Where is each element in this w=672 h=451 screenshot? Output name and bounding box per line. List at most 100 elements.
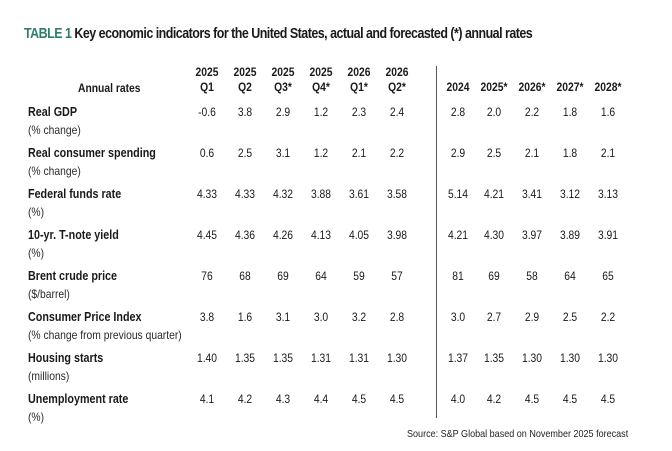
quarterly-value: 59: [353, 269, 365, 283]
annual-value: 4.5: [600, 392, 616, 406]
column-header-year: 2025: [271, 65, 295, 79]
row-label: Housing starts: [28, 351, 104, 365]
annual-value: 1.30: [521, 351, 543, 365]
row-unit: (millions): [28, 369, 70, 383]
row-unit: (%): [28, 205, 45, 219]
annual-value: 5.14: [447, 187, 469, 201]
quarterly-value: 4.05: [348, 228, 370, 242]
quarterly-value: 0.6: [199, 146, 215, 160]
annual-value: 2.2: [600, 310, 616, 324]
quarterly-value: 1.2: [313, 105, 329, 119]
row-unit: ($/barrel): [28, 287, 70, 301]
annual-value: 2.1: [524, 146, 540, 160]
table-title: TABLE 1 Key economic indicators for the …: [24, 26, 566, 42]
quarterly-value: 2.4: [389, 105, 405, 119]
row-unit: (% change): [28, 123, 81, 137]
quarterly-value: 2.2: [389, 146, 405, 160]
annual-value: 1.8: [562, 105, 578, 119]
annual-value: 4.30: [483, 228, 505, 242]
annual-value: 1.30: [559, 351, 581, 365]
quarterly-value: 4.5: [351, 392, 367, 406]
annual-value: 2.9: [524, 310, 540, 324]
quarterly-value: 3.98: [386, 228, 408, 242]
column-header-year: 2025: [309, 65, 333, 79]
annual-value: 2.5: [486, 146, 502, 160]
annual-value: 1.30: [597, 351, 619, 365]
table-number: TABLE 1: [24, 26, 72, 42]
column-header-year: 2026: [385, 65, 409, 79]
column-header-quarter: Q1: [200, 80, 214, 94]
quarterly-value: 1.35: [234, 351, 256, 365]
column-header-quarter: Q2: [238, 80, 252, 94]
quarterly-value: 4.36: [234, 228, 256, 242]
annual-value: 2.8: [450, 105, 466, 119]
row-label: 10-yr. T-note yield: [28, 228, 119, 242]
quarterly-value: 2.8: [389, 310, 405, 324]
column-header-year: 2026: [347, 65, 371, 79]
quarterly-value: 3.1: [275, 310, 291, 324]
quarterly-value: 4.5: [389, 392, 405, 406]
annual-value: 3.13: [597, 187, 619, 201]
column-header-annual: 2025*: [480, 80, 508, 94]
row-label: Consumer Price Index: [28, 310, 142, 324]
row-unit: (%): [28, 410, 45, 424]
annual-value: 4.5: [562, 392, 578, 406]
column-header-annual: 2027*: [556, 80, 584, 94]
column-header-quarter: Q4*: [312, 80, 330, 94]
annual-value: 1.35: [483, 351, 505, 365]
quarterly-value: 3.8: [199, 310, 215, 324]
quarterly-value: 2.1: [351, 146, 367, 160]
quarterly-value: 76: [201, 269, 213, 283]
annual-value: 69: [488, 269, 500, 283]
quarterly-value: 69: [277, 269, 289, 283]
column-header-year: 2025: [233, 65, 257, 79]
row-label: Brent crude price: [28, 269, 118, 283]
quarterly-value: 1.31: [310, 351, 332, 365]
column-header-quarter: Q2*: [388, 80, 406, 94]
annual-value: 64: [564, 269, 576, 283]
quarterly-value: 4.33: [234, 187, 256, 201]
quarterly-value: 4.45: [196, 228, 218, 242]
row-unit: (%): [28, 246, 45, 260]
row-label: Real consumer spending: [28, 146, 156, 160]
quarterly-value: 1.40: [196, 351, 218, 365]
annual-value: 3.97: [521, 228, 543, 242]
column-header-annual: 2024: [446, 80, 470, 94]
quarterly-value: 68: [239, 269, 251, 283]
quarterly-value: 3.0: [313, 310, 329, 324]
quarterly-value: 1.6: [237, 310, 253, 324]
row-label: Unemployment rate: [28, 392, 129, 406]
quarterly-value: 3.58: [386, 187, 408, 201]
column-header-quarter: Q3*: [274, 80, 292, 94]
quarterly-value: 4.32: [272, 187, 294, 201]
quarterly-value: 64: [315, 269, 327, 283]
quarterly-value: 4.4: [313, 392, 329, 406]
row-label: Federal funds rate: [28, 187, 122, 201]
column-header-annual: 2028*: [594, 80, 622, 94]
annual-value: 81: [452, 269, 464, 283]
annual-value: 3.12: [559, 187, 581, 201]
annual-value: 2.2: [524, 105, 540, 119]
annual-value: 58: [526, 269, 538, 283]
quarterly-value: 4.26: [272, 228, 294, 242]
quarterly-value: 4.2: [237, 392, 253, 406]
annual-value: 1.8: [562, 146, 578, 160]
annual-value: 3.41: [521, 187, 543, 201]
table-caption: Key economic indicators for the United S…: [74, 26, 533, 42]
quarterly-value: 2.3: [351, 105, 367, 119]
row-label: Real GDP: [28, 105, 77, 119]
quarterly-value: 1.30: [386, 351, 408, 365]
quarterly-value: 4.13: [310, 228, 332, 242]
column-header-quarter: Q1*: [350, 80, 368, 94]
quarterly-value: 57: [391, 269, 403, 283]
annual-value: 65: [602, 269, 614, 283]
quarterly-value: 2.9: [275, 105, 291, 119]
quarterly-value: 3.61: [348, 187, 370, 201]
row-unit: (% change from previous quarter): [28, 328, 182, 342]
annual-value: 2.1: [600, 146, 616, 160]
row-header-label: Annual rates: [78, 81, 141, 95]
annual-value: 2.0: [486, 105, 502, 119]
annual-value: 4.5: [524, 392, 540, 406]
quarterly-value: 4.1: [199, 392, 215, 406]
quarterly-value: -0.6: [198, 105, 216, 119]
